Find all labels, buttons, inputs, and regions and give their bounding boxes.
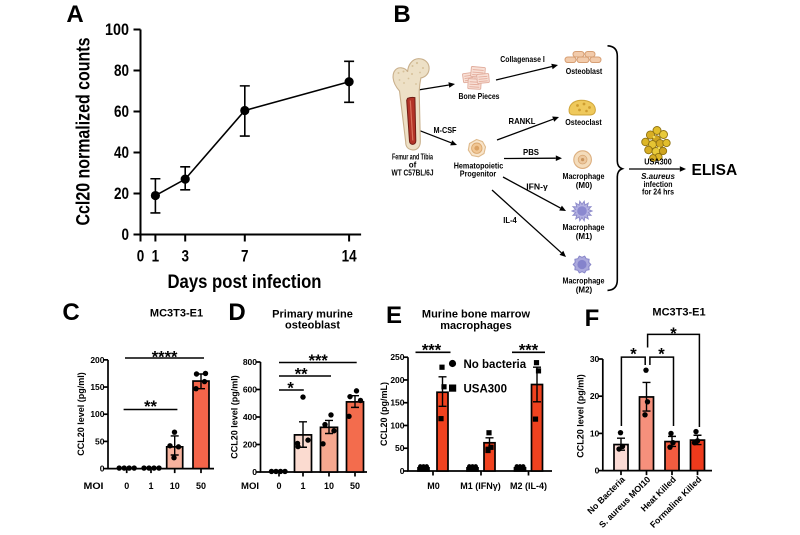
svg-text:*: * <box>287 380 294 398</box>
svg-text:Osteoclast: Osteoclast <box>565 117 602 127</box>
svg-text:M-CSF: M-CSF <box>434 125 457 135</box>
svg-text:CCL20 (pg/mL): CCL20 (pg/mL) <box>379 382 389 446</box>
svg-text:10: 10 <box>170 481 180 491</box>
svg-text:**: ** <box>144 398 157 416</box>
svg-text:100: 100 <box>390 420 404 430</box>
svg-text:***: *** <box>519 341 539 359</box>
svg-text:50: 50 <box>95 436 105 446</box>
svg-text:50: 50 <box>350 481 360 491</box>
svg-text:200: 200 <box>390 375 404 385</box>
svg-text:WT C57BL/6J: WT C57BL/6J <box>392 169 434 178</box>
svg-text:C: C <box>62 299 79 326</box>
svg-text:600: 600 <box>243 385 257 395</box>
svg-text:for 24 hrs: for 24 hrs <box>642 188 674 197</box>
svg-text:CCL20 level (pg/ml): CCL20 level (pg/ml) <box>576 374 586 458</box>
svg-text:RANKL: RANKL <box>509 116 536 126</box>
svg-text:30: 30 <box>590 354 600 364</box>
svg-text:M1 (IFNγ): M1 (IFNγ) <box>460 481 501 491</box>
svg-text:(M2): (M2) <box>576 286 593 295</box>
svg-text:7: 7 <box>241 247 249 266</box>
svg-text:PBS: PBS <box>523 147 539 157</box>
svg-text:No bacteria: No bacteria <box>464 359 527 371</box>
svg-text:Ccl20 normalized counts: Ccl20 normalized counts <box>74 38 95 226</box>
svg-text:0: 0 <box>122 225 130 244</box>
svg-text:14: 14 <box>342 247 357 266</box>
svg-text:M0: M0 <box>427 481 440 491</box>
svg-text:0: 0 <box>276 481 281 491</box>
svg-text:Days post infection: Days post infection <box>168 271 322 293</box>
svg-text:Macrophage: Macrophage <box>563 277 605 286</box>
svg-text:250: 250 <box>390 352 404 362</box>
svg-text:macrophages: macrophages <box>440 320 512 332</box>
svg-text:1: 1 <box>148 481 153 491</box>
svg-text:Progenitor: Progenitor <box>460 169 497 179</box>
svg-text:MC3T3-E1: MC3T3-E1 <box>652 307 705 319</box>
svg-text:USA300: USA300 <box>464 384 507 396</box>
svg-text:MC3T3-E1: MC3T3-E1 <box>150 308 203 320</box>
svg-text:50: 50 <box>395 443 405 453</box>
svg-text:0: 0 <box>595 466 600 476</box>
svg-text:CCL20 level (pg/ml): CCL20 level (pg/ml) <box>230 375 240 459</box>
svg-text:Murine bone marrow: Murine bone marrow <box>422 309 531 321</box>
svg-text:S.aureus: S.aureus <box>641 172 675 181</box>
svg-text:(M0): (M0) <box>576 181 593 190</box>
svg-text:IFN-γ: IFN-γ <box>526 182 548 192</box>
svg-text:150: 150 <box>390 398 404 408</box>
svg-text:*: * <box>658 346 665 364</box>
svg-text:A: A <box>66 1 83 28</box>
svg-text:10: 10 <box>324 481 334 491</box>
svg-text:0: 0 <box>137 247 145 266</box>
svg-text:F: F <box>585 305 600 332</box>
svg-text:MOI: MOI <box>84 481 104 491</box>
svg-text:Hematopoietic: Hematopoietic <box>454 161 504 171</box>
svg-text:1: 1 <box>152 247 160 266</box>
svg-text:200: 200 <box>243 440 257 450</box>
svg-text:10: 10 <box>590 428 600 438</box>
svg-text:***: *** <box>309 352 329 370</box>
svg-text:****: **** <box>152 349 178 367</box>
svg-text:of: of <box>409 161 417 170</box>
svg-text:1: 1 <box>300 481 305 491</box>
svg-text:Bone Pieces: Bone Pieces <box>459 91 500 101</box>
svg-text:80: 80 <box>114 61 129 80</box>
svg-text:*: * <box>630 346 637 364</box>
svg-text:100: 100 <box>90 409 104 419</box>
svg-text:osteoblast: osteoblast <box>285 320 340 332</box>
svg-text:***: *** <box>422 341 442 359</box>
svg-text:B: B <box>393 1 410 28</box>
svg-text:20: 20 <box>114 184 129 203</box>
svg-text:Primary murine: Primary murine <box>272 309 353 321</box>
svg-text:100: 100 <box>105 20 129 39</box>
svg-text:E: E <box>386 302 402 329</box>
svg-text:200: 200 <box>90 355 104 365</box>
svg-text:MOI: MOI <box>241 481 259 491</box>
svg-text:Osteoblast: Osteoblast <box>566 66 603 76</box>
svg-text:infection: infection <box>644 180 673 189</box>
svg-text:60: 60 <box>114 102 129 121</box>
svg-text:ELISA: ELISA <box>692 162 738 179</box>
svg-text:3: 3 <box>181 247 189 266</box>
svg-text:USA300: USA300 <box>644 157 672 167</box>
svg-text:Macrophage: Macrophage <box>563 172 605 181</box>
svg-text:0: 0 <box>400 466 405 476</box>
svg-text:(M1): (M1) <box>576 232 593 241</box>
svg-text:150: 150 <box>90 382 104 392</box>
svg-text:**: ** <box>295 366 308 384</box>
svg-text:*: * <box>670 325 677 343</box>
svg-text:CCL20 level (pg/ml): CCL20 level (pg/ml) <box>76 372 86 456</box>
svg-text:0: 0 <box>100 464 105 474</box>
svg-text:800: 800 <box>243 357 257 367</box>
svg-text:400: 400 <box>243 412 257 422</box>
svg-text:IL-4: IL-4 <box>503 215 517 225</box>
svg-text:D: D <box>228 299 245 326</box>
svg-text:40: 40 <box>114 143 129 162</box>
svg-text:0: 0 <box>252 467 257 477</box>
svg-text:Macrophage: Macrophage <box>563 223 605 232</box>
svg-text:Collagenase I: Collagenase I <box>500 54 545 64</box>
svg-text:Femur and Tibia: Femur and Tibia <box>392 153 433 162</box>
svg-text:0: 0 <box>124 481 129 491</box>
svg-text:50: 50 <box>196 481 206 491</box>
svg-text:20: 20 <box>590 391 600 401</box>
svg-text:M2 (IL-4): M2 (IL-4) <box>510 481 547 491</box>
